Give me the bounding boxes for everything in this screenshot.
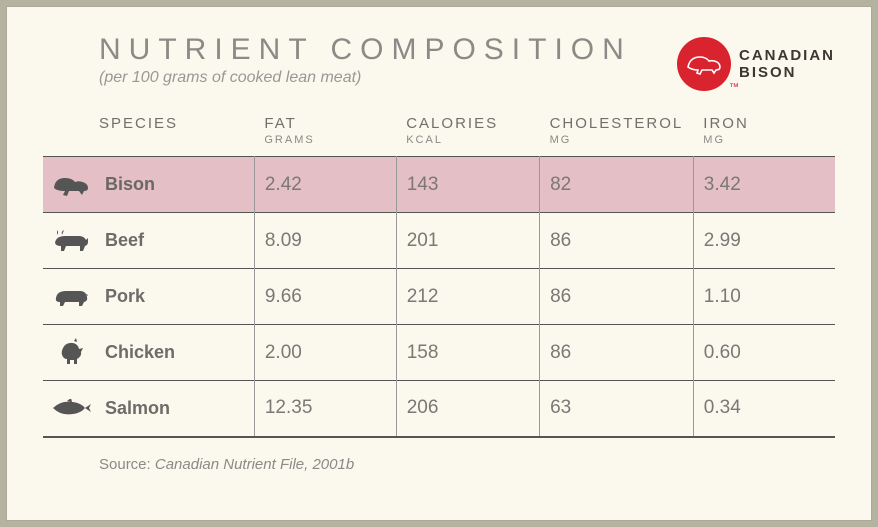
page-subtitle: (per 100 grams of cooked lean meat) [99,69,632,87]
calories-value: 212 [396,269,539,325]
fat-value: 2.42 [254,157,396,213]
table-row: Beef 8.09201862.99 [43,213,835,269]
page-title: NUTRIENT COMPOSITION [99,33,632,67]
col-iron-unit: MG [703,134,825,146]
calories-value: 158 [396,325,539,381]
brand-line2: BISON [739,64,835,81]
nutrient-card: NUTRIENT COMPOSITION (per 100 grams of c… [6,6,872,521]
col-iron-label: IRON [703,115,825,132]
bison-icon [51,172,91,198]
source-line: Source: Canadian Nutrient File, 2001b [43,456,835,473]
cholesterol-value: 86 [540,269,694,325]
col-fat-label: FAT [264,115,386,132]
species-name: Bison [105,174,155,195]
calories-value: 201 [396,213,539,269]
pork-icon [51,285,91,309]
table-row: Bison 2.42143823.42 [43,157,835,213]
iron-value: 3.42 [693,157,835,213]
header: NUTRIENT COMPOSITION (per 100 grams of c… [43,33,835,91]
fat-value: 2.00 [254,325,396,381]
species-name: Salmon [105,398,170,419]
table-header-row: SPECIES FAT GRAMS CALORIES KCAL CHOLESTE… [43,109,835,157]
fat-value: 9.66 [254,269,396,325]
iron-value: 2.99 [693,213,835,269]
col-calories-label: CALORIES [406,115,529,132]
fat-value: 8.09 [254,213,396,269]
cholesterol-value: 86 [540,213,694,269]
source-value: Canadian Nutrient File, 2001b [155,456,354,473]
cholesterol-value: 63 [540,381,694,437]
beef-icon [51,228,91,254]
brand-logo: CANADIAN BISON [677,37,835,91]
species-name: Beef [105,230,144,251]
iron-value: 0.34 [693,381,835,437]
col-fat-unit: GRAMS [264,134,386,146]
col-species-label: SPECIES [99,115,244,132]
brand-line1: CANADIAN [739,47,835,64]
bison-logo-icon [677,37,731,91]
table-row: Salmon 12.35206630.34 [43,381,835,437]
source-label: Source: [99,456,155,473]
brand-text: CANADIAN BISON [739,47,835,82]
title-block: NUTRIENT COMPOSITION (per 100 grams of c… [99,33,632,87]
nutrient-table: SPECIES FAT GRAMS CALORIES KCAL CHOLESTE… [43,109,835,438]
col-calories-unit: KCAL [406,134,529,146]
col-cholesterol-unit: MG [550,134,684,146]
col-cholesterol-label: CHOLESTEROL [550,115,684,132]
calories-value: 143 [396,157,539,213]
table-row: Pork 9.66212861.10 [43,269,835,325]
fat-value: 12.35 [254,381,396,437]
calories-value: 206 [396,381,539,437]
cholesterol-value: 82 [540,157,694,213]
cholesterol-value: 86 [540,325,694,381]
salmon-icon [51,399,91,417]
species-name: Chicken [105,342,175,363]
species-name: Pork [105,286,145,307]
table-row: Chicken 2.00158860.60 [43,325,835,381]
iron-value: 1.10 [693,269,835,325]
chicken-icon [51,338,91,368]
iron-value: 0.60 [693,325,835,381]
